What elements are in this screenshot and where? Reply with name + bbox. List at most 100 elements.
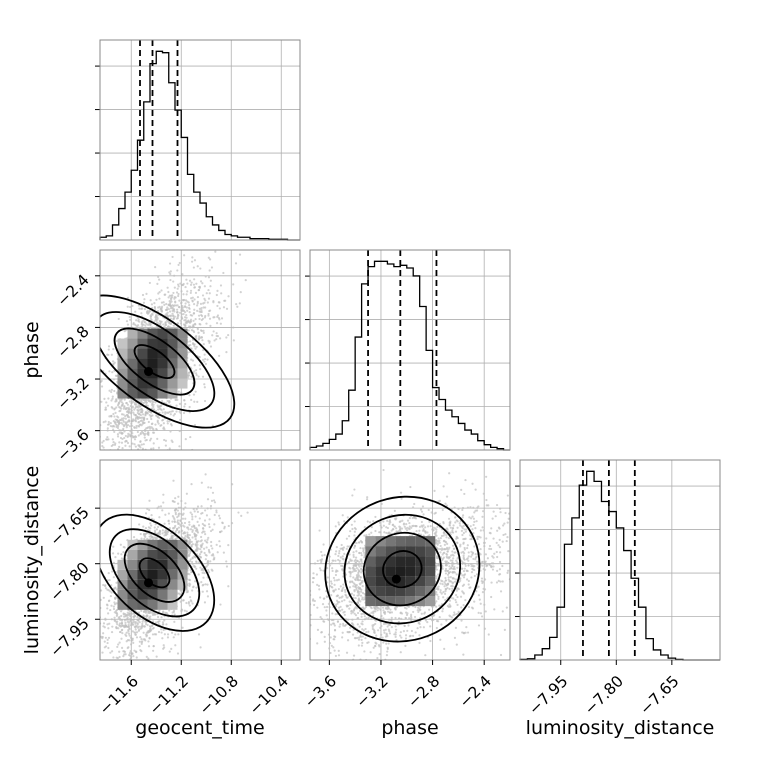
sample-point xyxy=(124,444,127,447)
sample-point xyxy=(134,418,137,421)
sample-point xyxy=(207,276,211,279)
sample-point xyxy=(203,297,206,300)
sample-point xyxy=(143,307,147,311)
sample-point xyxy=(126,415,130,419)
density-cell xyxy=(157,378,168,389)
sample-point xyxy=(186,526,189,529)
sample-point xyxy=(115,668,117,670)
sample-point xyxy=(184,311,187,314)
sample-point xyxy=(218,540,221,543)
sample-point xyxy=(133,426,136,430)
sample-point xyxy=(161,399,164,403)
sample-point xyxy=(138,645,141,648)
sample-point xyxy=(144,679,146,681)
sample-point xyxy=(113,443,117,446)
sample-point xyxy=(172,280,175,283)
sample-point xyxy=(205,590,209,593)
sample-point xyxy=(94,599,96,601)
sample-point xyxy=(148,535,151,538)
sample-point xyxy=(122,650,125,653)
density-cell xyxy=(167,328,178,339)
sample-point xyxy=(181,273,184,276)
sample-point xyxy=(145,614,148,618)
sample-point xyxy=(207,339,210,342)
sample-point xyxy=(201,358,205,361)
sample-point xyxy=(217,301,220,304)
sample-point xyxy=(157,292,160,295)
sample-point xyxy=(122,407,126,410)
sample-point xyxy=(112,440,115,444)
sample-point xyxy=(87,453,89,455)
sample-point xyxy=(148,499,151,502)
sample-point xyxy=(146,398,149,401)
sample-point xyxy=(189,583,192,586)
hist-step-phase xyxy=(309,260,510,451)
sample-point xyxy=(156,507,159,510)
sample-point xyxy=(123,330,126,333)
sample-point xyxy=(131,456,133,458)
sample-point xyxy=(115,588,118,591)
sample-point xyxy=(188,578,191,581)
sample-point xyxy=(118,445,121,448)
sample-point xyxy=(201,339,204,342)
sample-point xyxy=(119,495,121,497)
sample-point xyxy=(137,611,141,614)
sample-point xyxy=(109,668,111,670)
sample-point xyxy=(149,439,152,442)
sample-point xyxy=(160,616,163,619)
sample-point xyxy=(164,308,168,312)
sample-point xyxy=(176,520,179,524)
sample-point xyxy=(160,301,164,304)
sample-point xyxy=(130,411,133,414)
sample-point xyxy=(136,457,138,459)
sample-point xyxy=(139,532,142,536)
density-cell xyxy=(127,338,138,349)
sample-point xyxy=(169,322,173,325)
sample-point xyxy=(138,326,142,329)
sample-point xyxy=(182,282,185,286)
sample-point xyxy=(150,524,153,527)
sample-point xyxy=(219,284,223,287)
sample-point xyxy=(134,402,137,406)
sample-point xyxy=(121,460,123,462)
sample-point xyxy=(203,360,206,363)
sample-point xyxy=(244,279,247,282)
sample-point xyxy=(205,546,208,549)
sample-point xyxy=(168,262,172,265)
sample-point xyxy=(157,622,160,626)
sample-point xyxy=(203,386,206,389)
sample-point xyxy=(149,398,152,401)
sample-point xyxy=(196,309,199,312)
sample-point xyxy=(114,411,117,414)
sample-point xyxy=(156,404,159,407)
sample-point xyxy=(164,412,167,415)
sample-point xyxy=(171,534,175,537)
sample-point xyxy=(149,415,152,418)
sample-point xyxy=(113,667,115,669)
sample-point xyxy=(123,462,125,464)
sample-point xyxy=(117,552,120,555)
sample-point xyxy=(103,397,106,400)
sample-point xyxy=(97,466,99,468)
sample-point xyxy=(156,318,159,321)
sample-point xyxy=(150,411,153,414)
sample-point xyxy=(162,623,165,626)
sample-point xyxy=(152,431,155,434)
sample-point xyxy=(180,309,183,312)
hist-step-geocent_time xyxy=(99,50,300,241)
sample-point xyxy=(240,514,243,517)
sample-point xyxy=(140,650,143,653)
sample-point xyxy=(165,611,168,615)
sample-point xyxy=(164,293,167,296)
sample-point xyxy=(218,514,221,517)
sample-point xyxy=(190,281,193,284)
sample-point xyxy=(149,522,152,525)
sample-point xyxy=(168,303,172,306)
sample-point xyxy=(140,625,143,628)
sample-point xyxy=(141,320,144,323)
sample-point xyxy=(189,511,192,514)
sample-point xyxy=(178,311,182,314)
sample-point xyxy=(145,455,147,457)
density-cell xyxy=(167,378,178,389)
sample-point xyxy=(187,329,190,332)
